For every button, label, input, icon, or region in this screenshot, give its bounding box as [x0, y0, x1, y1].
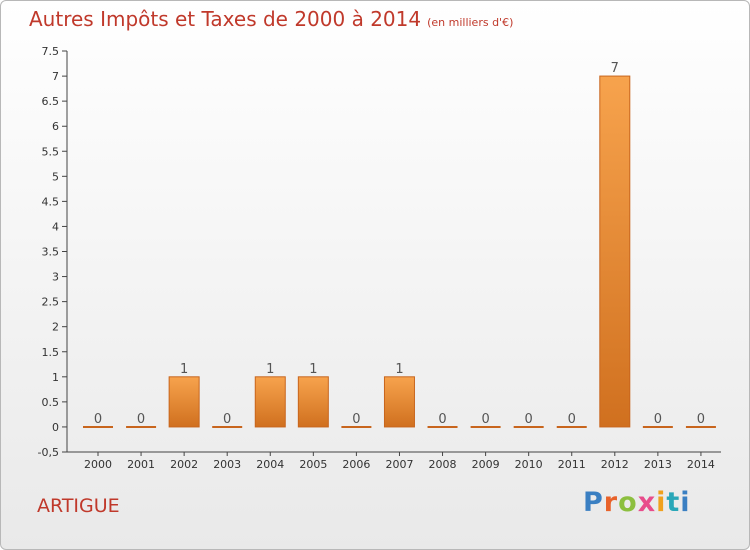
x-tick-label: 2007 — [385, 458, 413, 471]
bar-2005 — [297, 376, 329, 428]
data-label: 0 — [137, 412, 145, 427]
data-label: 0 — [94, 412, 102, 427]
logo-letter: i — [680, 487, 691, 518]
logo-letter: r — [603, 487, 619, 518]
data-label: 0 — [352, 412, 360, 427]
x-tick-label: 2008 — [429, 458, 457, 471]
x-tick-label: 2014 — [687, 458, 715, 471]
data-label: 0 — [654, 412, 662, 427]
x-tick-label: 2006 — [342, 458, 370, 471]
x-tick-label: 2003 — [213, 458, 241, 471]
y-tick-label: 3.5 — [42, 246, 60, 259]
data-label: 0 — [481, 412, 489, 427]
bar-2004 — [254, 376, 286, 428]
town-name: ARTIGUE — [37, 495, 120, 517]
bar-2002 — [168, 376, 200, 428]
data-label: 7 — [611, 61, 619, 76]
y-tick-label: 6 — [52, 120, 59, 133]
y-tick-label: 4.5 — [42, 195, 60, 208]
y-tick-label: 1.5 — [42, 346, 60, 359]
x-tick-label: 2000 — [84, 458, 112, 471]
data-label: 0 — [223, 412, 231, 427]
x-tick-label: 2013 — [644, 458, 672, 471]
logo-letter: P — [583, 487, 604, 518]
bars — [83, 75, 716, 428]
proxiti-logo[interactable]: Proxiti — [583, 487, 691, 518]
data-label: 0 — [438, 412, 446, 427]
bar-2007 — [383, 376, 415, 428]
data-label: 0 — [697, 412, 705, 427]
y-tick-label: 0.5 — [42, 396, 60, 409]
title-text: Autres Impôts et Taxes de 2000 à 2014 — [29, 7, 422, 31]
y-tick-label: 5 — [52, 170, 59, 183]
x-tick-label: 2005 — [299, 458, 327, 471]
y-tick-label: -0,5 — [38, 446, 59, 459]
y-tick-label: 0 — [52, 421, 59, 434]
x-tick-label: 2004 — [256, 458, 284, 471]
data-label: 0 — [568, 412, 576, 427]
logo-letter: i — [656, 487, 667, 518]
logo-letter: x — [637, 487, 657, 518]
chart-subtitle: (en milliers d'€) — [427, 16, 514, 29]
y-tick-label: 7 — [52, 70, 59, 83]
x-tick-label: 2009 — [472, 458, 500, 471]
logo-letter: o — [618, 487, 638, 518]
y-ticks: -0,5 0 0.5 1 1.5 2 2.5 3 3.5 4 4.5 5 5.5 6 6.5 7 7.5 — [38, 45, 67, 459]
y-tick-label: 4 — [52, 220, 59, 233]
chart-title: Autres Impôts et Taxes de 2000 à 2014 (en… — [29, 7, 513, 31]
x-tick-label: 2011 — [558, 458, 586, 471]
data-label: 1 — [309, 362, 317, 377]
data-labels: 0 0 1 0 1 1 0 1 0 0 0 0 7 0 0 — [94, 61, 705, 427]
y-tick-label: 2.5 — [42, 296, 60, 309]
y-tick-label: 2 — [52, 321, 59, 334]
data-label: 1 — [395, 362, 403, 377]
x-tick-label: 2001 — [127, 458, 155, 471]
y-tick-label: 5.5 — [42, 145, 60, 158]
x-tick-label: 2010 — [515, 458, 543, 471]
y-tick-label: 7.5 — [42, 45, 60, 58]
y-tick-label: 6.5 — [42, 95, 60, 108]
x-tick-label: 2002 — [170, 458, 198, 471]
y-tick-label: 1 — [52, 371, 59, 384]
data-label: 1 — [180, 362, 188, 377]
x-tick-labels: 2000 2001 2002 2003 2004 2005 2006 2007 2008 2009… — [84, 452, 715, 471]
data-label: 1 — [266, 362, 274, 377]
data-label: 0 — [525, 412, 533, 427]
y-tick-label: 3 — [52, 271, 59, 284]
bar-2012 — [599, 75, 631, 428]
logo-letter: t — [666, 487, 681, 518]
x-tick-label: 2012 — [601, 458, 629, 471]
